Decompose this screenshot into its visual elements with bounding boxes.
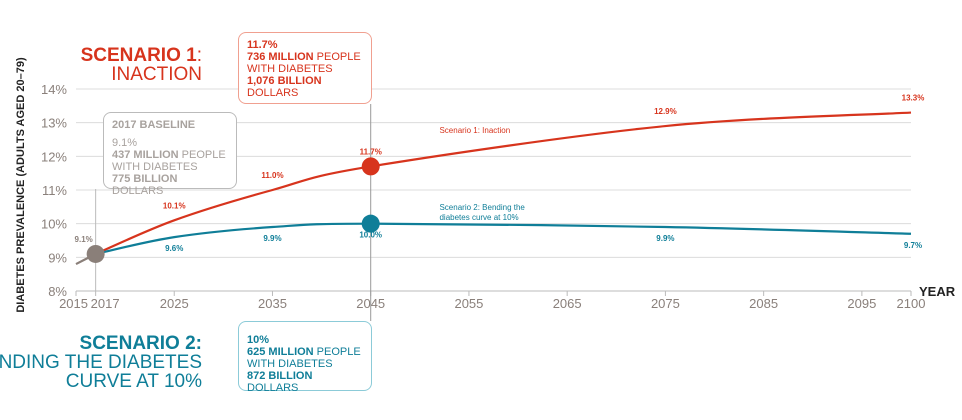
bending-dollars: 872 BILLION xyxy=(247,370,313,382)
inaction-dollars: 1,076 BILLION xyxy=(247,75,322,87)
inaction-people-rest: PEOPLE xyxy=(313,51,361,63)
x-tick-label: 2025 xyxy=(160,296,189,311)
x-tick-label: 2017 xyxy=(91,296,120,311)
baseline-pct: 9.1% xyxy=(112,137,138,149)
y-tick-label: 12% xyxy=(41,149,67,164)
data-label: 9.9% xyxy=(656,234,674,243)
data-label: 9.1% xyxy=(75,235,93,244)
scenario1-heading: SCENARIO 1: INACTION xyxy=(81,46,202,84)
bending-dollars-rest: DOLLARS xyxy=(247,382,299,394)
y-tick-label: 11% xyxy=(42,183,67,198)
scenario2-subtitle-2: CURVE AT 10% xyxy=(65,371,202,392)
baseline-dollars: 775 BILLION xyxy=(112,173,178,185)
x-axis-title: YEAR xyxy=(919,284,956,299)
data-label: 10.1% xyxy=(163,201,186,210)
data-label: 12.9% xyxy=(654,107,677,116)
inaction-line3: WITH DIABETES xyxy=(247,63,333,75)
highlight-point-bending xyxy=(361,214,380,233)
x-tick-label: 2015 xyxy=(59,296,88,311)
bending-people: 625 MILLION xyxy=(247,346,314,358)
inaction-pct: 11.7% xyxy=(247,39,278,51)
x-tick-label: 2095 xyxy=(847,296,876,311)
series-name-inaction: Scenario 1: Inaction xyxy=(439,126,510,135)
x-tick-label: 2085 xyxy=(749,296,778,311)
baseline-people-rest: PEOPLE xyxy=(178,149,226,161)
highlight-point-inaction xyxy=(361,157,380,176)
data-label: 10.0% xyxy=(359,231,382,240)
bending-pct: 10% xyxy=(247,334,270,346)
baseline-people: 437 MILLION xyxy=(112,149,179,161)
series-line-bending xyxy=(95,222,912,256)
inaction-people: 736 MILLION xyxy=(247,51,314,63)
x-tick-label: 2100 xyxy=(897,296,926,311)
baseline-dollars-rest: DOLLARS xyxy=(112,185,164,197)
inaction-box: 11.7% 736 MILLION PEOPLE WITH DIABETES 1… xyxy=(238,32,372,104)
data-label: 9.9% xyxy=(263,234,281,243)
scenario1-title: SCENARIO 1 xyxy=(80,45,197,66)
y-tick-label: 13% xyxy=(41,116,67,131)
x-tick-label: 2075 xyxy=(651,296,680,311)
scenario2-subtitle-1: BENDING THE DIABETES xyxy=(0,352,202,373)
y-tick-label: 14% xyxy=(41,82,67,97)
scenario2-title: SCENARIO 2: xyxy=(79,333,202,354)
x-tick-label: 2055 xyxy=(454,296,483,311)
baseline-title: 2017 BASELINE xyxy=(112,119,196,131)
scenario1-colon: : xyxy=(196,45,202,66)
data-label: 13.3% xyxy=(902,94,925,103)
baseline-line3: WITH DIABETES xyxy=(112,161,198,173)
y-tick-label: 9% xyxy=(48,250,67,265)
scenario1-subtitle: INACTION xyxy=(111,64,202,85)
data-label: 9.7% xyxy=(904,241,922,250)
y-axis-title: DIABETES PREVALENCE (ADULTS AGED 20–79) xyxy=(15,57,27,313)
data-label: 11.7% xyxy=(360,147,382,156)
highlight-point-baseline xyxy=(86,244,105,263)
bending-line3: WITH DIABETES xyxy=(247,358,333,370)
y-tick-label: 8% xyxy=(48,284,67,299)
data-label: 9.6% xyxy=(165,244,183,253)
bending-box: 10% 625 MILLION PEOPLE WITH DIABETES 872… xyxy=(238,321,372,394)
scenario2-heading: SCENARIO 2: BENDING THE DIABETES CURVE A… xyxy=(0,334,202,391)
series-name-bending-2: diabetes curve at 10% xyxy=(439,213,518,222)
inaction-dollars-rest: DOLLARS xyxy=(247,87,299,99)
baseline-box: 2017 BASELINE 9.1% 437 MILLION PEOPLE WI… xyxy=(103,112,237,197)
bending-people-rest: PEOPLE xyxy=(313,346,361,358)
x-tick-label: 2065 xyxy=(553,296,582,311)
data-label: 11.0% xyxy=(261,171,283,180)
y-tick-label: 10% xyxy=(41,217,67,232)
series-name-bending-1: Scenario 2: Bending the xyxy=(439,203,525,212)
x-tick-label: 2035 xyxy=(258,296,287,311)
